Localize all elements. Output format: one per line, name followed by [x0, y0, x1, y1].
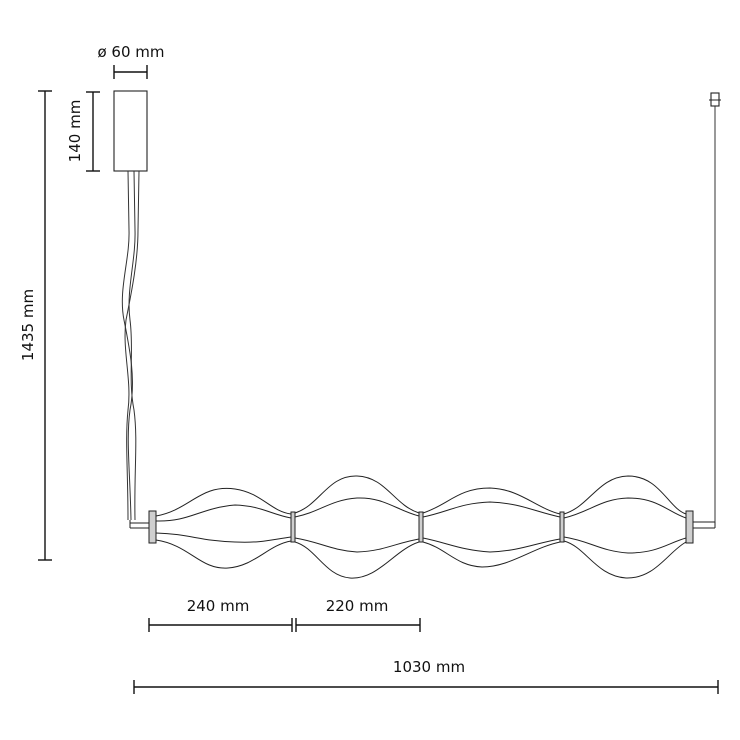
- left-end-cap: [148, 510, 157, 544]
- segment-middle-width-dimension: 220 mm: [295, 597, 421, 632]
- canopy-height-label: 140 mm: [66, 100, 84, 163]
- segment-end-width-dimension: 240 mm: [148, 597, 293, 632]
- lamp-body: [148, 475, 694, 579]
- segment-end-width-label: 240 mm: [187, 597, 250, 615]
- lamp-segment-2: [294, 475, 420, 579]
- ceiling-canopy: [113, 90, 148, 172]
- segment-joint-2: [418, 511, 424, 543]
- suspension-wire: [693, 92, 721, 529]
- total-height-dimension: 1435 mm: [19, 90, 52, 561]
- canopy-diameter-label: ø 60 mm: [97, 43, 164, 61]
- lamp-segment-3: [422, 487, 561, 568]
- total-width-dimension: 1030 mm: [133, 658, 719, 694]
- power-cable: [121, 170, 140, 521]
- lamp-segment-1: [155, 487, 292, 569]
- lamp-segment-4: [563, 475, 687, 579]
- segment-joint-1: [290, 511, 296, 543]
- canopy-height-dimension: 140 mm: [66, 91, 100, 172]
- right-end-cap: [685, 510, 694, 544]
- total-width-label: 1030 mm: [393, 658, 465, 676]
- segment-joint-3: [559, 511, 565, 543]
- total-height-label: 1435 mm: [19, 289, 37, 361]
- canopy-diameter-dimension: ø 60 mm: [97, 43, 165, 79]
- segment-middle-width-label: 220 mm: [326, 597, 389, 615]
